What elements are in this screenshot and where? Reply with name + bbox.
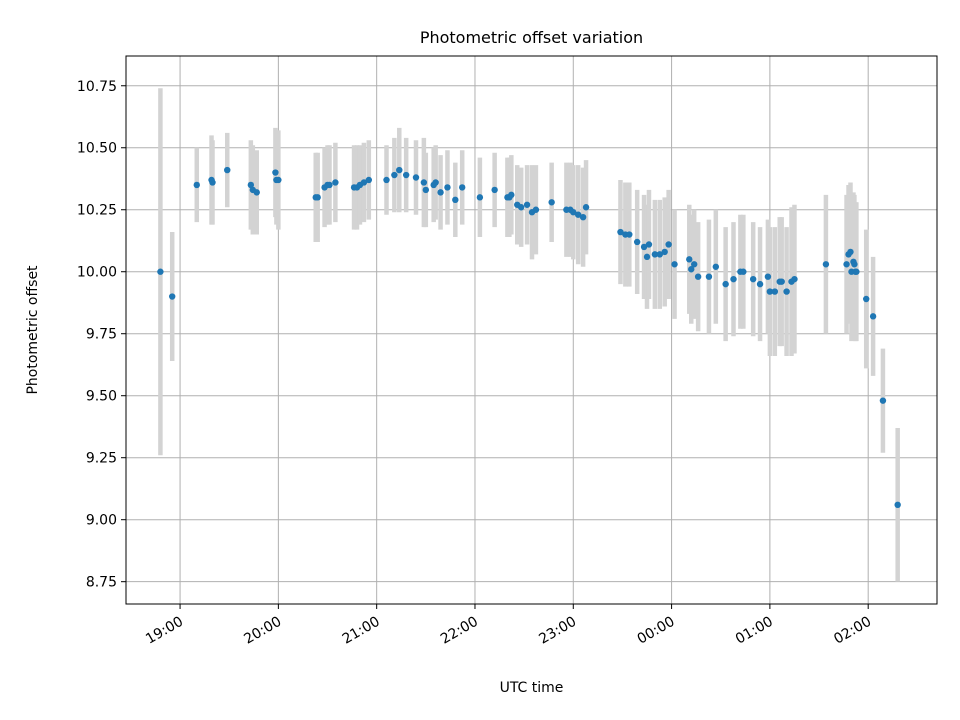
data-point — [688, 266, 695, 273]
data-point — [224, 166, 231, 174]
data-point — [791, 275, 798, 283]
data-point — [749, 275, 757, 283]
data-point — [722, 280, 729, 288]
y-axis-ticks: 8.75 9.00 9.25 9.50 9.75 10.00 10.25 10.50 10.75 — [77, 79, 126, 591]
data-point — [432, 179, 439, 186]
data-point — [651, 251, 659, 258]
data-point — [517, 204, 525, 211]
data-point — [766, 288, 774, 295]
y-tick-label: 9.75 — [86, 327, 117, 343]
chart-title: Photometric offset variation — [420, 28, 643, 47]
data-point — [690, 261, 698, 268]
data-point — [665, 241, 672, 248]
data-point — [645, 241, 653, 248]
data-point — [491, 186, 498, 194]
y-tick-label: 9.00 — [86, 513, 117, 529]
data-point — [853, 268, 860, 275]
data-point — [365, 176, 373, 184]
data-point — [402, 171, 410, 179]
y-axis-label: Photometric offset — [25, 265, 41, 395]
data-point — [894, 501, 901, 509]
data-point — [548, 199, 555, 206]
y-tick-label: 8.75 — [86, 575, 117, 591]
data-point — [783, 288, 790, 295]
data-point — [169, 293, 176, 300]
data-point — [847, 248, 854, 256]
y-tick-label: 9.25 — [86, 451, 117, 467]
data-point — [640, 243, 648, 251]
data-point — [740, 268, 747, 275]
x-axis-label: UTC time — [500, 680, 564, 696]
data-point — [643, 253, 651, 261]
data-point — [458, 184, 466, 191]
data-point — [869, 313, 877, 320]
data-point — [771, 288, 778, 295]
data-point — [412, 174, 420, 181]
data-point — [617, 228, 624, 236]
data-point — [532, 206, 540, 213]
data-point — [656, 251, 663, 258]
y-tick-label: 10.25 — [77, 203, 117, 219]
data-point — [247, 181, 255, 189]
data-point — [396, 166, 403, 174]
data-point — [326, 181, 333, 189]
y-tick-label: 10.75 — [77, 79, 117, 95]
y-tick-label: 10.50 — [77, 141, 117, 157]
data-point — [570, 209, 577, 216]
data-point — [314, 194, 321, 201]
data-point — [275, 176, 282, 184]
data-point — [420, 179, 428, 186]
data-point — [360, 179, 368, 186]
data-point — [452, 196, 459, 204]
data-point — [391, 171, 398, 179]
data-point — [437, 189, 444, 196]
data-point — [843, 261, 850, 268]
data-point — [193, 181, 200, 189]
data-point — [476, 194, 484, 201]
data-point — [579, 213, 587, 221]
data-point — [756, 280, 764, 288]
data-point — [626, 231, 633, 238]
data-point — [157, 268, 164, 275]
data-point — [730, 275, 737, 283]
y-tick-label: 10.00 — [77, 265, 117, 281]
data-points — [157, 166, 901, 509]
data-point — [253, 189, 260, 196]
data-point — [272, 169, 279, 176]
plot-frame — [125, 55, 938, 605]
data-point — [712, 263, 720, 270]
data-point — [383, 176, 390, 184]
data-point — [633, 238, 641, 246]
data-point — [705, 273, 713, 280]
data-point — [694, 273, 702, 280]
data-point — [444, 184, 451, 191]
data-point — [863, 295, 870, 303]
data-point — [879, 397, 887, 404]
data-point — [332, 179, 339, 186]
data-point — [574, 211, 582, 218]
data-point — [582, 204, 590, 211]
data-point — [523, 201, 531, 208]
data-point — [661, 248, 668, 256]
data-point — [671, 261, 678, 268]
data-point — [422, 186, 430, 194]
data-point — [764, 273, 772, 280]
data-point — [686, 256, 693, 263]
data-point — [778, 278, 785, 285]
data-point — [209, 179, 216, 186]
grid-lines — [126, 56, 937, 604]
data-point — [851, 261, 858, 268]
y-tick-label: 9.50 — [86, 389, 117, 405]
data-point — [508, 191, 515, 199]
data-point — [822, 261, 830, 268]
